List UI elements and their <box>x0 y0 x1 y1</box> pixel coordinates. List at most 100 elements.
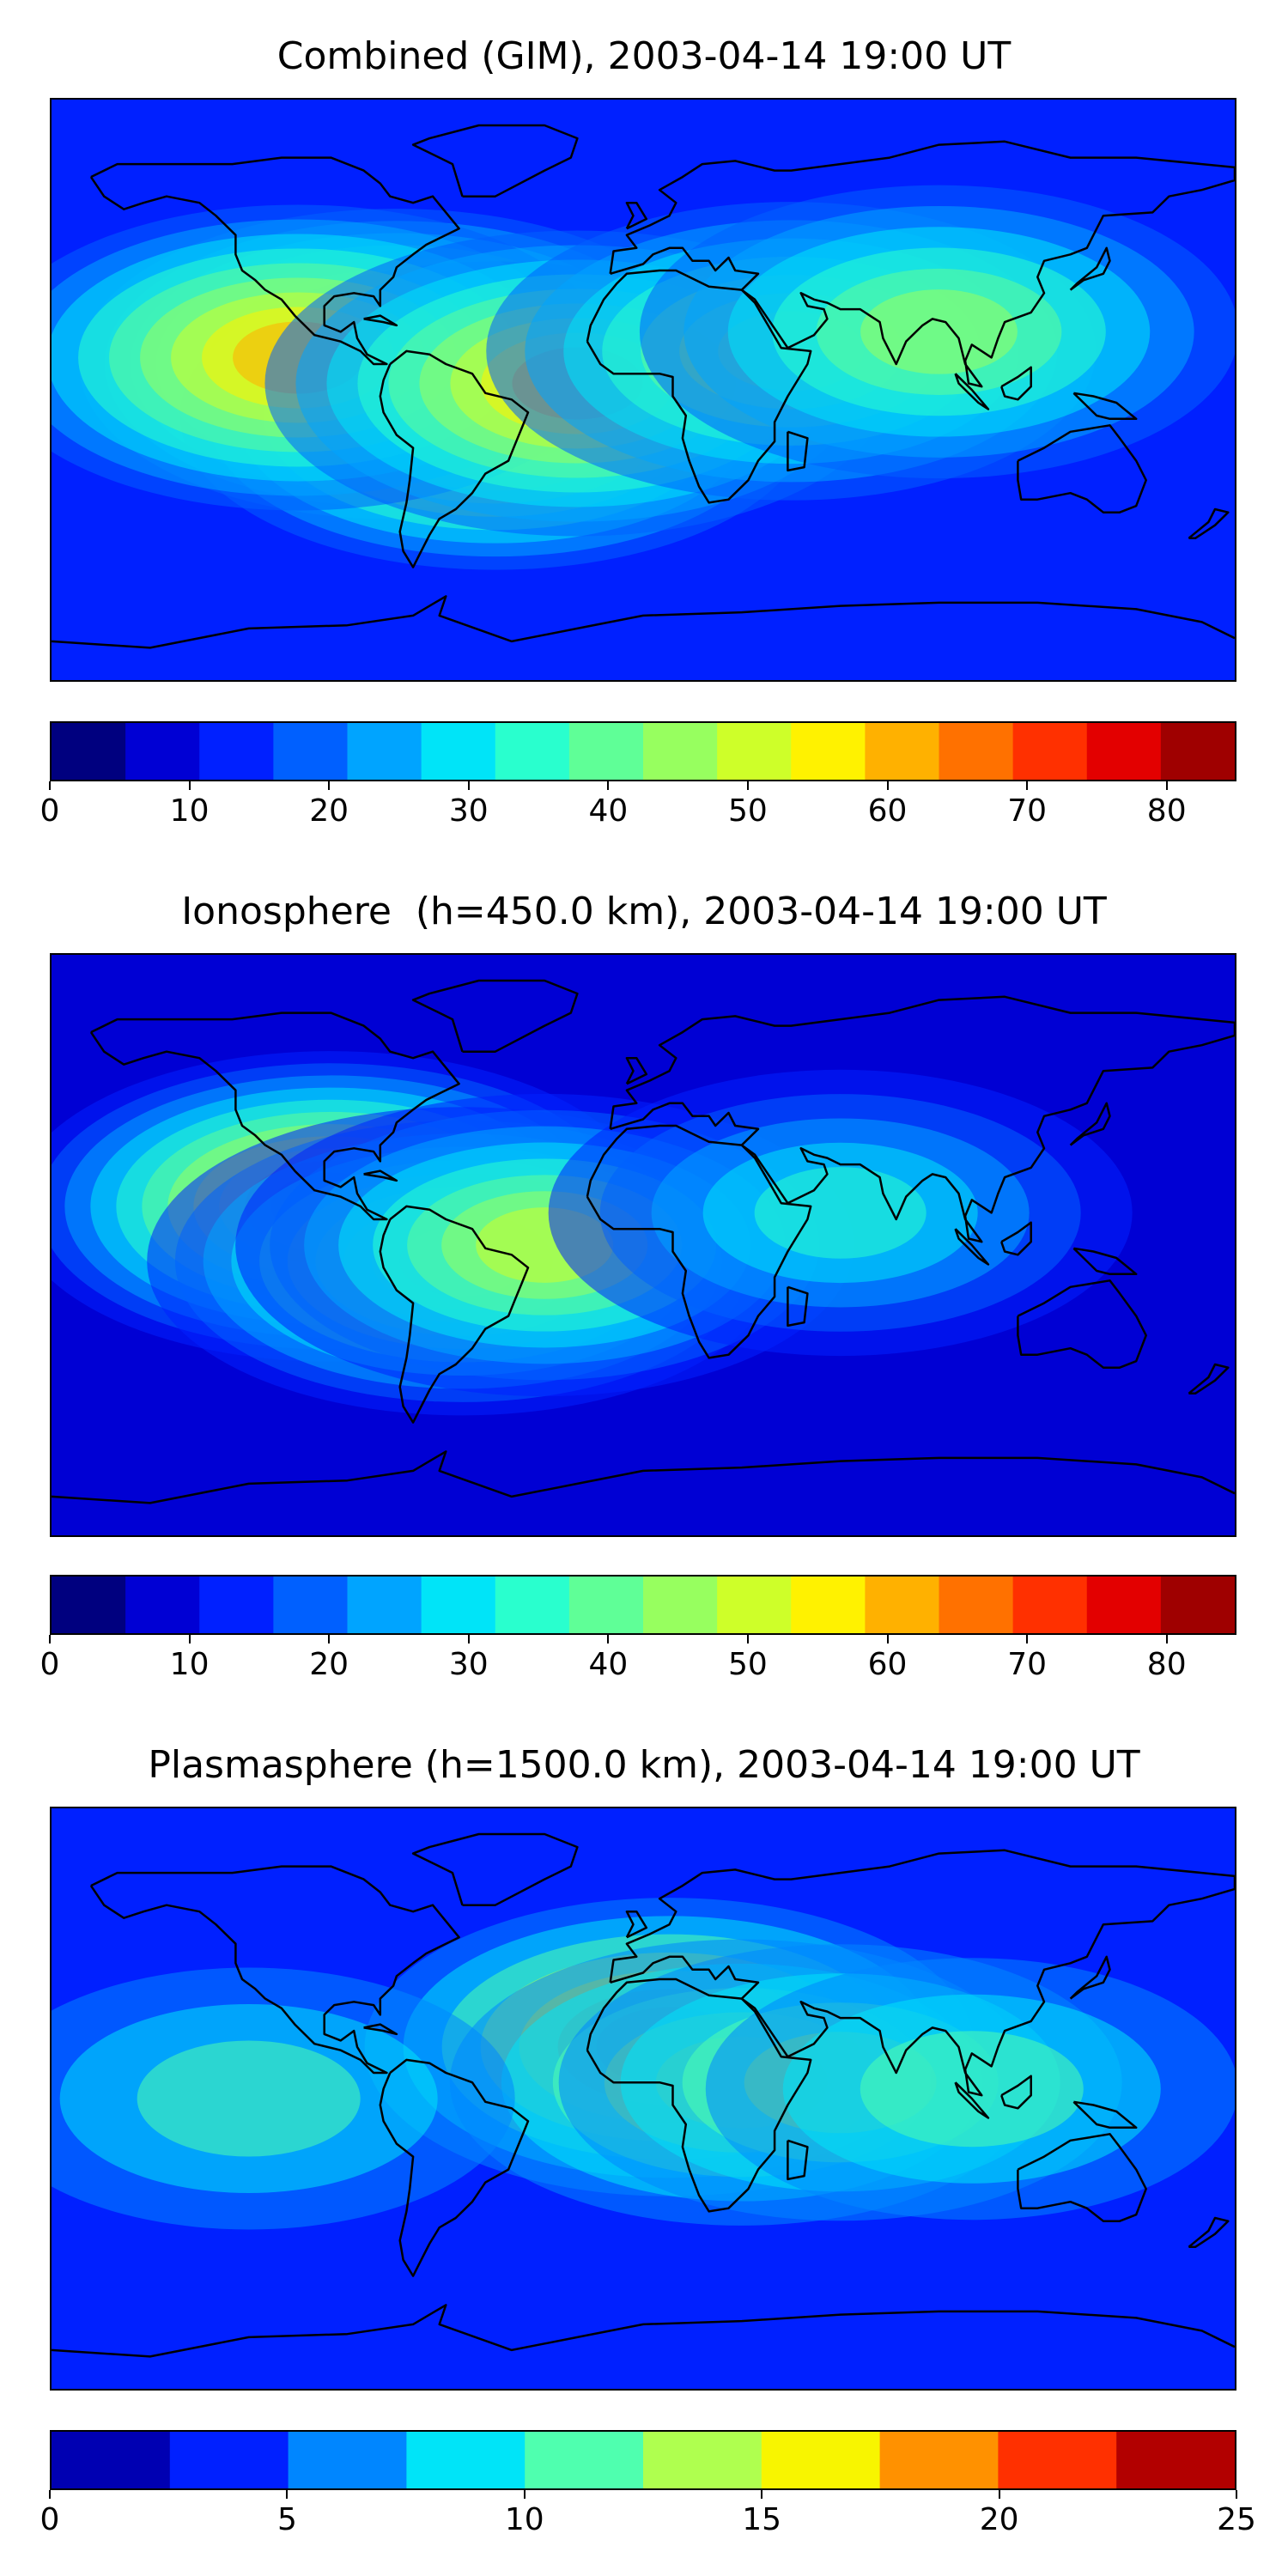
combined-swatch-0 <box>52 723 126 780</box>
chart-title-plasmasphere: Plasmasphere (h=1500.0 km), 2003-04-14 1… <box>148 1743 1140 1787</box>
colorbar-combined <box>50 721 1236 781</box>
plasmasphere-tick-label: 10 <box>504 2502 544 2537</box>
contour-band-3-6 <box>754 1167 927 1259</box>
combined-swatch-10 <box>791 723 866 780</box>
coastline-12 <box>787 1285 809 1327</box>
plasmasphere-swatch-1 <box>169 2432 289 2488</box>
ionosphere-swatch-2 <box>199 1577 274 1633</box>
ionosphere-tick-label: 10 <box>169 1647 210 1682</box>
combined-tick-label: 80 <box>1146 793 1187 829</box>
coastline-12 <box>787 2139 809 2181</box>
coastline-2 <box>586 269 812 504</box>
combined-tick-mark <box>746 781 749 790</box>
combined-tick-mark <box>886 781 889 790</box>
coastline-11 <box>1072 1247 1138 1276</box>
ionosphere-tick-mark <box>467 1635 470 1643</box>
plasmasphere-tick-label: 25 <box>1217 2502 1256 2537</box>
coastline-11 <box>1072 392 1138 421</box>
colorbar-ticks-ionosphere: 0 10 20 30 40 50 60 70 80 <box>40 1635 1236 1686</box>
coastline-8 <box>1069 246 1111 291</box>
coastline-8 <box>1069 1102 1111 1146</box>
coastline-10 <box>1000 2075 1032 2110</box>
ionosphere-tick-mark <box>188 1635 191 1643</box>
combined-tick-mark <box>1165 781 1168 790</box>
plasmasphere-swatch-6 <box>761 2432 881 2488</box>
coastline-3 <box>609 1849 1235 2097</box>
ionosphere-tick-label: 20 <box>309 1647 349 1682</box>
plasmasphere-swatch-3 <box>406 2432 526 2488</box>
combined-tick-label: 10 <box>169 793 210 829</box>
coastline-13 <box>363 314 398 327</box>
ionosphere-swatch-9 <box>717 1577 792 1633</box>
plasmasphere-tick-mark <box>1236 2490 1237 2499</box>
plasmasphere-swatch-8 <box>998 2432 1117 2488</box>
coastline-8 <box>1069 1955 1111 2000</box>
contour-band-4-4 <box>137 2040 361 2157</box>
coastline-14 <box>1188 1363 1230 1395</box>
combined-tick-mark <box>1026 781 1029 790</box>
combined-tick-mark <box>467 781 470 790</box>
ionosphere-tick-label: 70 <box>1007 1647 1048 1682</box>
ionosphere-swatch-4 <box>347 1577 422 1633</box>
ionosphere-swatch-12 <box>939 1577 1014 1633</box>
combined-tick-mark <box>328 781 331 790</box>
coastline-9 <box>954 373 990 410</box>
coastline-7 <box>625 201 648 230</box>
ionosphere-swatch-14 <box>1086 1577 1162 1633</box>
combined-swatch-4 <box>347 723 422 780</box>
combined-swatch-8 <box>643 723 718 780</box>
plasmasphere-tick-mark <box>286 2490 289 2499</box>
combined-swatch-9 <box>717 723 792 780</box>
plasmasphere-tick-label: 0 <box>39 2502 60 2537</box>
combined-swatch-1 <box>125 723 200 780</box>
plasmasphere-swatch-7 <box>879 2432 999 2488</box>
coastline-4 <box>1017 424 1147 513</box>
coastline-6 <box>411 979 579 1053</box>
coastline-5 <box>52 1450 1235 1504</box>
combined-swatch-7 <box>568 723 644 780</box>
combined-swatch-12 <box>939 723 1014 780</box>
combined-swatch-3 <box>273 723 349 780</box>
plasmasphere-tick-mark <box>523 2490 526 2499</box>
coastline-14 <box>1188 507 1230 540</box>
combined-tick-label: 30 <box>448 793 489 829</box>
ionosphere-tick-mark <box>49 1635 51 1643</box>
coastline-2 <box>586 1978 812 2213</box>
coastline-4 <box>1017 1279 1147 1369</box>
combined-tick-label: 60 <box>867 793 908 829</box>
coastline-0 <box>89 1012 460 1221</box>
map-plasmasphere <box>50 1807 1236 2391</box>
coastline-1 <box>379 2058 530 2277</box>
ionosphere-swatch-3 <box>273 1577 349 1633</box>
plasmasphere-swatch-5 <box>643 2432 762 2488</box>
ionosphere-swatch-7 <box>568 1577 644 1633</box>
ionosphere-swatch-13 <box>1012 1577 1088 1633</box>
combined-swatch-14 <box>1086 723 1162 780</box>
ionosphere-tick-label: 60 <box>867 1647 908 1682</box>
ionosphere-tick-mark <box>1165 1635 1168 1643</box>
combined-tick-label: 0 <box>39 793 60 829</box>
ionosphere-tick-mark <box>328 1635 331 1643</box>
ionosphere-swatch-0 <box>52 1577 126 1633</box>
coastline-0 <box>89 1865 460 2075</box>
ionosphere-tick-mark <box>886 1635 889 1643</box>
coastline-11 <box>1072 2100 1138 2129</box>
coastline-9 <box>954 1228 990 1266</box>
plasmasphere-swatch-0 <box>52 2432 171 2488</box>
combined-swatch-5 <box>421 723 496 780</box>
colorbar-ticks-plasmasphere: 0 5 10 15 20 25 <box>40 2490 1256 2542</box>
plasmasphere-swatch-4 <box>525 2432 644 2488</box>
coastline-6 <box>411 124 579 197</box>
plasmasphere-tick-label: 5 <box>276 2502 297 2537</box>
plasmasphere-tick-label: 15 <box>742 2502 782 2537</box>
chart-title-ionosphere: Ionosphere (h=450.0 km), 2003-04-14 19:0… <box>181 890 1107 933</box>
coastline-9 <box>954 2081 990 2119</box>
contour-band-5-8 <box>860 289 1018 374</box>
combined-tick-label: 70 <box>1007 793 1048 829</box>
coastline-13 <box>363 2023 398 2036</box>
map-combined <box>50 98 1236 682</box>
combined-tick-mark <box>607 781 610 790</box>
coastline-14 <box>1188 2216 1230 2249</box>
ionosphere-swatch-8 <box>643 1577 718 1633</box>
coastline-5 <box>52 595 1235 649</box>
